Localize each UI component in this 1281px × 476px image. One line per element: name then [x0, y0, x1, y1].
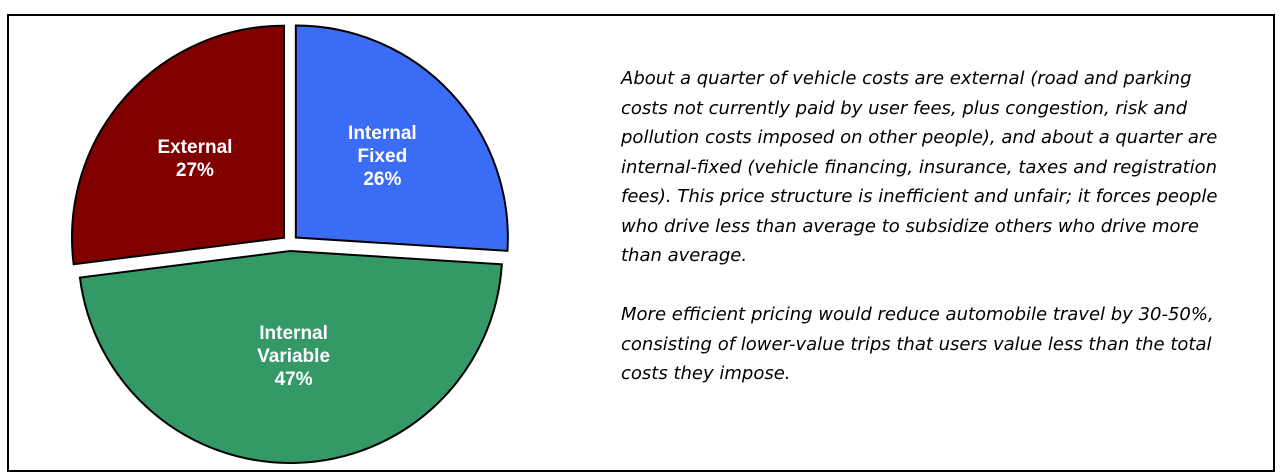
- category-label: External: [157, 137, 233, 159]
- paragraph: About a quarter of vehicle costs are ext…: [621, 68, 1218, 266]
- pie-slice: [78, 249, 503, 464]
- value-label: 26%: [363, 168, 402, 190]
- pie-slice: [294, 24, 509, 252]
- value-label: 47%: [274, 369, 313, 391]
- value-label: 27%: [175, 160, 214, 182]
- paragraph: More efficient pricing would reduce auto…: [621, 304, 1214, 384]
- slice-label: Internal Fixed 26%: [327, 122, 437, 191]
- figure-frame: [7, 14, 1275, 472]
- pie-slice: [71, 24, 285, 266]
- slice-label: Internal Variable 47%: [239, 322, 349, 391]
- description: About a quarter of vehicle costs are ext…: [621, 64, 1241, 418]
- slice-label: External 27%: [140, 136, 250, 182]
- category-label: Internal Fixed: [348, 122, 417, 167]
- category-label: Internal Variable: [257, 323, 331, 368]
